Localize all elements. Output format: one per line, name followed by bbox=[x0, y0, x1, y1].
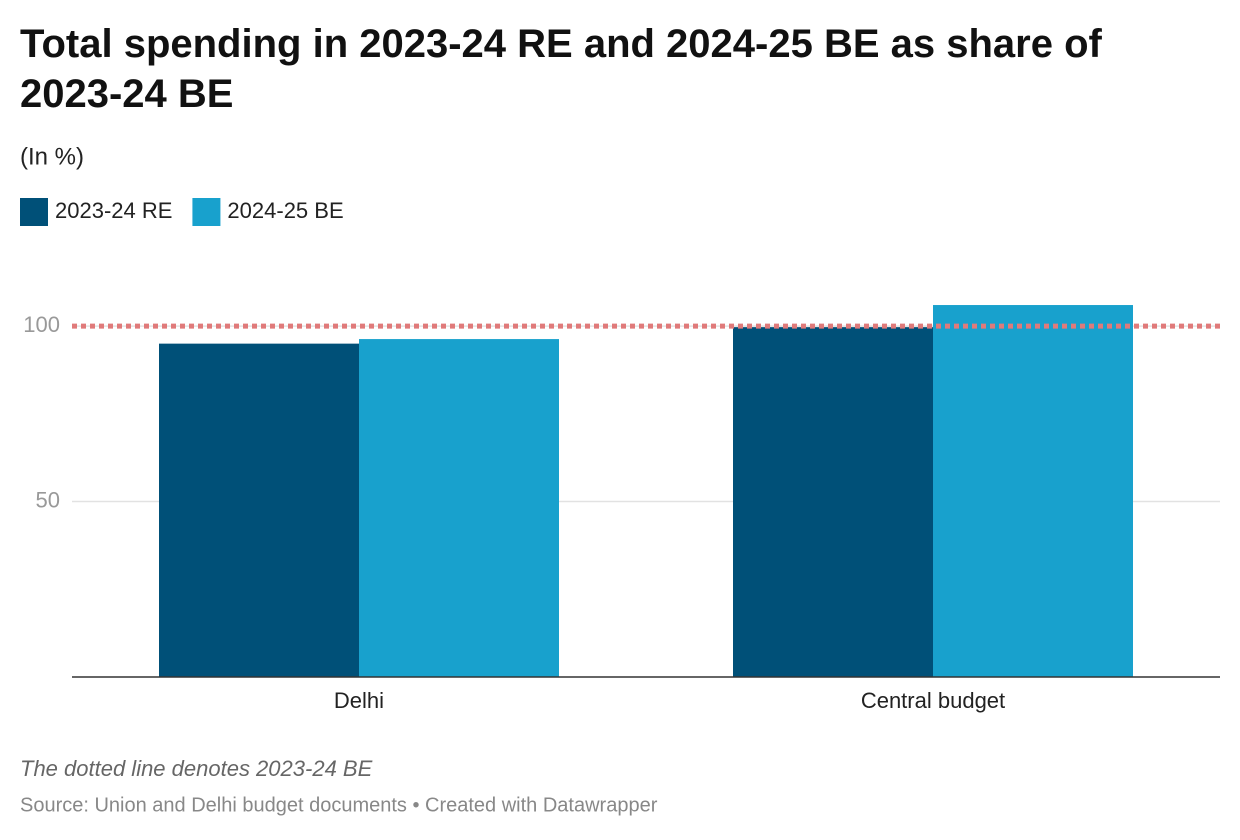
bar bbox=[359, 339, 559, 677]
subtitle: (In %) bbox=[20, 143, 84, 170]
note: The dotted line denotes 2023-24 BE bbox=[20, 756, 373, 781]
x-tick-label: Delhi bbox=[334, 688, 384, 713]
x-tick-label: Central budget bbox=[861, 688, 1005, 713]
legend-label: 2023-24 RE bbox=[55, 198, 172, 223]
y-tick-label: 100 bbox=[23, 312, 60, 337]
y-tick-label: 50 bbox=[36, 487, 60, 512]
legend-swatch bbox=[192, 198, 221, 226]
bar bbox=[933, 305, 1133, 677]
source: Source: Union and Delhi budget documents… bbox=[20, 794, 658, 816]
chart-title: Total spending in 2023-24 RE and 2024-25… bbox=[20, 22, 1103, 116]
legend-swatch bbox=[20, 198, 48, 226]
bar bbox=[159, 343, 359, 677]
legend-label: 2024-25 BE bbox=[227, 198, 343, 223]
bar bbox=[733, 327, 933, 677]
